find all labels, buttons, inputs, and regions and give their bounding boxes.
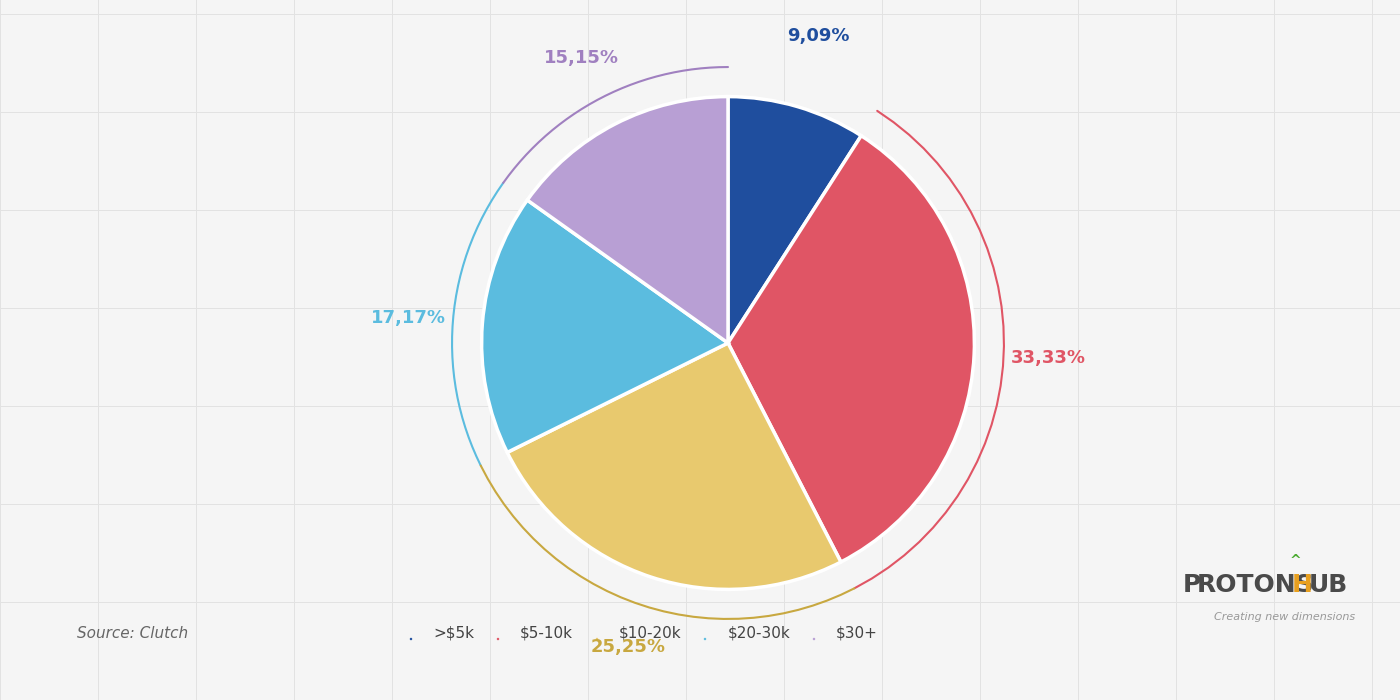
- Text: ROTONS: ROTONS: [1197, 573, 1315, 596]
- Wedge shape: [728, 136, 974, 562]
- Text: 25,25%: 25,25%: [591, 638, 665, 657]
- Text: UB: UB: [1309, 573, 1348, 596]
- Text: 15,15%: 15,15%: [543, 49, 619, 67]
- Text: P: P: [1183, 573, 1201, 596]
- Wedge shape: [528, 97, 728, 343]
- Text: Creating new dimensions: Creating new dimensions: [1214, 612, 1355, 622]
- Text: H: H: [1292, 573, 1313, 596]
- Text: Source: Clutch: Source: Clutch: [77, 626, 188, 641]
- Text: 9,09%: 9,09%: [787, 27, 850, 45]
- Legend: >$5k, $5-10k, $10-20k, $20-30k, $30+: >$5k, $5-10k, $10-20k, $20-30k, $30+: [405, 620, 883, 647]
- Wedge shape: [482, 200, 728, 452]
- Text: ^: ^: [1289, 554, 1301, 568]
- Text: 17,17%: 17,17%: [371, 309, 447, 327]
- Wedge shape: [728, 97, 861, 343]
- Wedge shape: [507, 343, 841, 589]
- Text: 33,33%: 33,33%: [1011, 349, 1085, 368]
